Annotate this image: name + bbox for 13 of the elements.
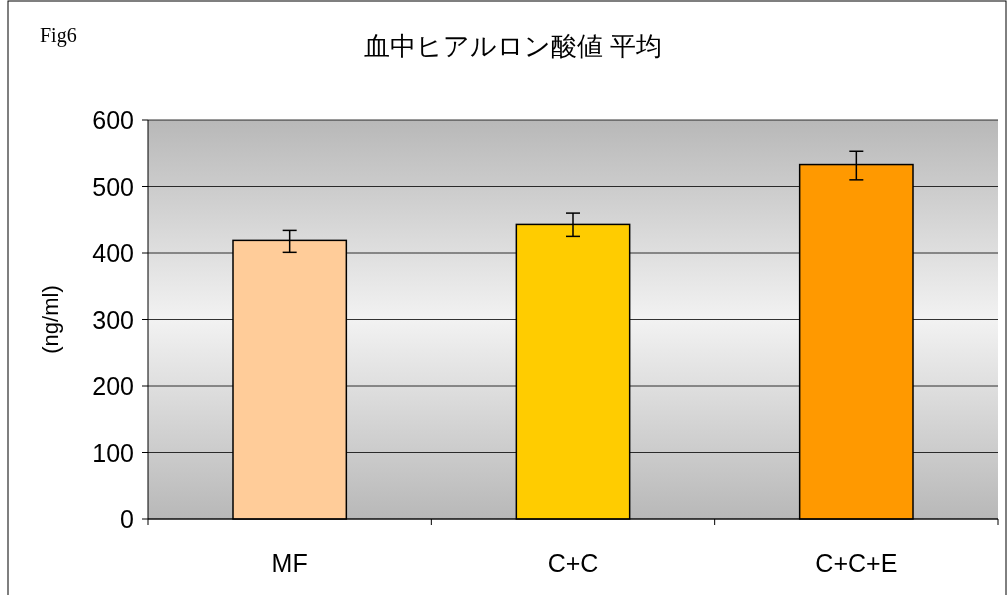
y-axis-title: (ng/ml) bbox=[38, 285, 63, 354]
y-tick-label: 100 bbox=[92, 438, 134, 467]
chart-title: 血中ヒアルロン酸値 平均 bbox=[363, 31, 663, 61]
y-tick-label: 400 bbox=[92, 239, 134, 267]
y-tick-label: 200 bbox=[92, 372, 134, 400]
y-tick-label: 0 bbox=[120, 505, 134, 533]
y-tick-label: 300 bbox=[92, 305, 134, 334]
caption: Fig6 bbox=[40, 24, 77, 47]
x-tick-label: MF bbox=[271, 549, 308, 577]
x-tick-label: C+C+E bbox=[815, 549, 898, 577]
x-tick-label: C+C bbox=[547, 549, 599, 577]
y-tick-label: 500 bbox=[92, 172, 134, 201]
y-tick-label: 600 bbox=[92, 106, 134, 134]
